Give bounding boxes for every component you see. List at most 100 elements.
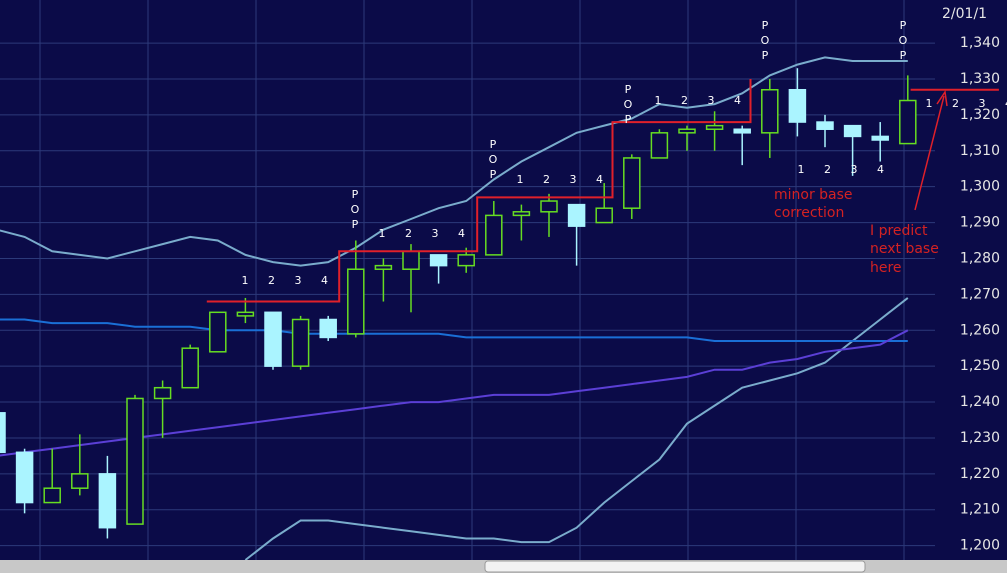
pop-label: P (625, 113, 632, 126)
count-label: 2 (405, 227, 412, 240)
candle-body (347, 268, 365, 335)
y-tick-label: 1,320 (960, 107, 1000, 123)
y-tick-label: 1,250 (960, 358, 1000, 374)
y-tick-label: 1,270 (960, 286, 1000, 302)
candle-body (871, 135, 889, 141)
pop-label: P (762, 19, 769, 32)
candle-body (153, 386, 172, 400)
y-tick-label: 1,280 (960, 250, 1000, 266)
pop-label: P (352, 218, 359, 231)
pop-label: O (624, 98, 633, 111)
y-tick-label: 1,310 (960, 143, 1000, 159)
candle-body (98, 473, 117, 529)
candle-body (705, 124, 724, 130)
annotation: I predict (870, 223, 928, 239)
y-tick-label: 1,260 (960, 322, 1000, 338)
y-tick-label: 1,330 (960, 71, 1000, 87)
y-tick-label: 1,240 (960, 394, 1000, 410)
candle-body (236, 311, 255, 317)
count-label: 3 (432, 227, 439, 240)
candle-body (816, 121, 834, 130)
annotation: here (870, 260, 902, 276)
line (0, 318, 908, 342)
candle-body (0, 412, 6, 454)
count-label: 2 (952, 97, 959, 110)
scrollbar-thumb[interactable] (484, 560, 866, 573)
candle-body (899, 99, 917, 145)
candle-body (595, 207, 613, 224)
line (244, 297, 909, 561)
pop-label: O (899, 34, 908, 47)
count-label: 3 (295, 274, 302, 287)
y-tick-label: 1,340 (960, 35, 1000, 51)
candle-body (485, 214, 503, 256)
y-tick-label: 1,200 (960, 538, 1000, 554)
count-label: 2 (824, 163, 831, 176)
count-label: 4 (877, 163, 884, 176)
pop-label: P (490, 168, 497, 181)
annotation: next base (870, 241, 939, 257)
candle-body (264, 311, 282, 367)
candle-body (209, 311, 227, 353)
arrow (914, 95, 945, 211)
date-label: 2/01/1 (942, 6, 987, 22)
pop-label: P (625, 83, 632, 96)
count-label: 4 (321, 274, 328, 287)
candle-body (429, 254, 448, 267)
candle-body (15, 451, 34, 504)
count-label: 1 (517, 173, 524, 186)
candle-body (457, 254, 475, 267)
pop-label: O (489, 153, 498, 166)
candle-body (761, 88, 779, 134)
pop-label: P (352, 188, 359, 201)
candle-body (678, 128, 696, 134)
candle-body (567, 203, 586, 227)
count-label: 1 (655, 94, 662, 107)
line (0, 329, 909, 457)
arrow-head (936, 89, 948, 107)
count-label: 4 (458, 227, 465, 240)
annotation: minor base (774, 187, 853, 203)
count-label: 1 (798, 163, 805, 176)
count-label: 3 (851, 163, 858, 176)
candle-body (623, 157, 641, 209)
y-tick-label: 1,300 (960, 179, 1000, 195)
count-label: 3 (708, 94, 715, 107)
pop-label: P (762, 49, 769, 62)
candle-body (374, 264, 393, 270)
pop-label: O (351, 203, 360, 216)
line (206, 79, 752, 303)
count-label: 1 (242, 274, 249, 287)
candle-body (43, 487, 61, 504)
candle-body (650, 132, 669, 159)
y-tick-label: 1,210 (960, 502, 1000, 518)
plot (0, 42, 999, 561)
annotation: correction (774, 205, 844, 221)
pop-label: P (490, 138, 497, 151)
count-label: 2 (543, 173, 550, 186)
count-label: 4 (596, 173, 603, 186)
count-label: 3 (570, 173, 577, 186)
count-label: 2 (681, 94, 688, 107)
pop-label: P (900, 19, 907, 32)
labels: 1,200 1,210 1,220 1,230 1,240 1,250 1,260 1,270… (242, 19, 1007, 554)
candle-body (291, 318, 310, 367)
y-tick-label: 1,230 (960, 430, 1000, 446)
pop-label: P (900, 49, 907, 62)
candle-body (319, 318, 337, 339)
line (0, 56, 908, 267)
pop-label: O (761, 34, 770, 47)
count-label: 4 (1005, 97, 1007, 110)
candle-body (540, 200, 558, 213)
candle-body (402, 250, 420, 270)
candle-body (181, 347, 199, 389)
count-label: 1 (926, 97, 933, 110)
candle-body (788, 88, 807, 123)
count-label: 1 (379, 227, 386, 240)
candle-body (843, 124, 862, 138)
candle-body (512, 211, 531, 217)
count-label: 2 (268, 274, 275, 287)
vertical-grid (39, 0, 905, 560)
